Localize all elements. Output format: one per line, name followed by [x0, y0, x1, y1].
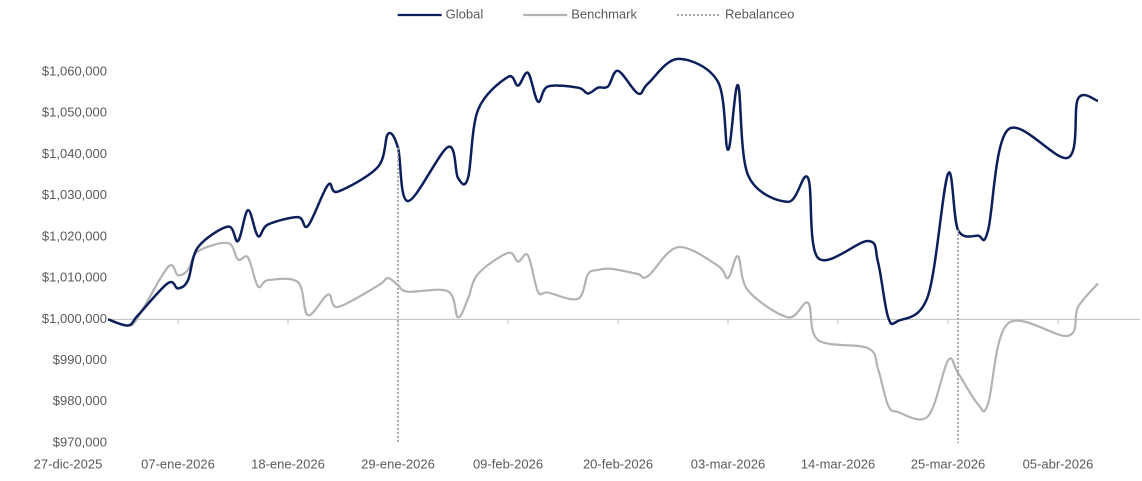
y-tick-label: $1,060,000: [42, 63, 107, 78]
y-tick-label: $1,040,000: [42, 146, 107, 161]
y-tick-label: $1,020,000: [42, 228, 107, 243]
legend-label: Benchmark: [571, 6, 637, 21]
legend-label: Rebalanceo: [725, 6, 794, 21]
legend-item: Global: [397, 6, 484, 21]
series-line: [107, 241, 1099, 421]
legend-item: Benchmark: [523, 6, 637, 21]
x-tick-label: 20-feb-2026: [583, 456, 653, 471]
x-tick-label: 29-ene-2026: [361, 456, 435, 471]
y-tick-label: $1,030,000: [42, 187, 107, 202]
x-tick-label: 25-mar-2026: [911, 456, 985, 471]
x-tick-label: 27-dic-2025: [34, 456, 103, 471]
legend-label: Global: [446, 6, 484, 21]
x-tick-label: 03-mar-2026: [691, 456, 765, 471]
x-tick-label: 14-mar-2026: [801, 456, 875, 471]
series-line: [107, 57, 1099, 327]
y-tick-label: $970,000: [53, 434, 107, 449]
x-tick-label: 18-ene-2026: [251, 456, 325, 471]
x-tick-label: 09-feb-2026: [473, 456, 543, 471]
legend-item: Rebalanceo: [676, 6, 794, 21]
y-tick-label: $1,000,000: [42, 311, 107, 326]
legend: Global Benchmark Rebalanceo: [397, 6, 794, 21]
y-tick-label: $1,010,000: [42, 270, 107, 285]
y-tick-label: $980,000: [53, 393, 107, 408]
y-tick-label: $1,050,000: [42, 105, 107, 120]
x-tick-label: 05-abr-2026: [1023, 456, 1094, 471]
y-tick-label: $990,000: [53, 352, 107, 367]
x-tick-label: 07-ene-2026: [141, 456, 215, 471]
